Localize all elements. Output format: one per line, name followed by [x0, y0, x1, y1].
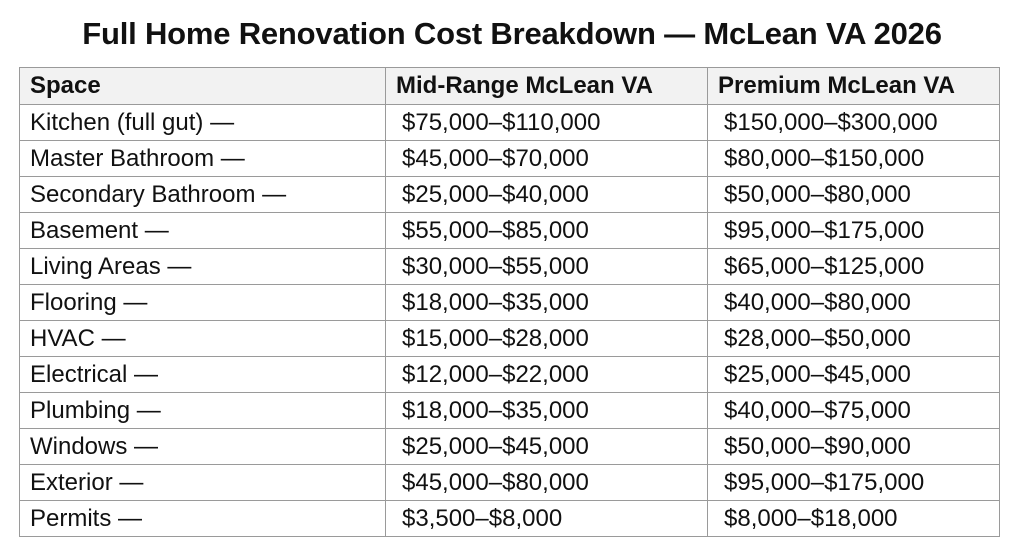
cell-premium: $50,000–$80,000	[707, 176, 1000, 213]
table-row: Exterior — $45,000–$80,000 $95,000–$175,…	[19, 464, 1000, 501]
cell-space: Basement —	[19, 212, 386, 249]
cell-premium: $40,000–$80,000	[707, 284, 1000, 321]
cell-space: HVAC —	[19, 320, 386, 357]
cell-mid-range: $18,000–$35,000	[385, 284, 708, 321]
table-header-row: Space Mid-Range McLean VA Premium McLean…	[19, 67, 1000, 105]
cell-space: Exterior —	[19, 464, 386, 501]
cell-premium: $65,000–$125,000	[707, 248, 1000, 285]
cell-mid-range: $3,500–$8,000	[385, 500, 708, 537]
cell-mid-range: $45,000–$80,000	[385, 464, 708, 501]
cell-premium: $50,000–$90,000	[707, 428, 1000, 465]
cell-space: Master Bathroom —	[19, 140, 386, 177]
table-row: Living Areas — $30,000–$55,000 $65,000–$…	[19, 248, 1000, 285]
cell-mid-range: $55,000–$85,000	[385, 212, 708, 249]
table-row: Permits — $3,500–$8,000 $8,000–$18,000	[19, 500, 1000, 537]
header-premium: Premium McLean VA	[707, 67, 1000, 105]
cell-premium: $40,000–$75,000	[707, 392, 1000, 429]
cell-premium: $8,000–$18,000	[707, 500, 1000, 537]
cell-mid-range: $12,000–$22,000	[385, 356, 708, 393]
table-row: Master Bathroom — $45,000–$70,000 $80,00…	[19, 140, 1000, 177]
cell-premium: $80,000–$150,000	[707, 140, 1000, 177]
cell-space: Electrical —	[19, 356, 386, 393]
cell-premium: $95,000–$175,000	[707, 212, 1000, 249]
cost-table: Space Mid-Range McLean VA Premium McLean…	[19, 67, 1000, 537]
cell-space: Permits —	[19, 500, 386, 537]
cell-premium: $25,000–$45,000	[707, 356, 1000, 393]
cell-mid-range: $18,000–$35,000	[385, 392, 708, 429]
cell-premium: $28,000–$50,000	[707, 320, 1000, 357]
table-row: HVAC — $15,000–$28,000 $28,000–$50,000	[19, 320, 1000, 357]
cell-space: Secondary Bathroom —	[19, 176, 386, 213]
table-row: Flooring — $18,000–$35,000 $40,000–$80,0…	[19, 284, 1000, 321]
table-row: Plumbing — $18,000–$35,000 $40,000–$75,0…	[19, 392, 1000, 429]
cell-space: Kitchen (full gut) —	[19, 104, 386, 141]
cell-space: Windows —	[19, 428, 386, 465]
cell-space: Flooring —	[19, 284, 386, 321]
cell-mid-range: $75,000–$110,000	[385, 104, 708, 141]
cell-mid-range: $15,000–$28,000	[385, 320, 708, 357]
cell-space: Plumbing —	[19, 392, 386, 429]
table-row: Windows — $25,000–$45,000 $50,000–$90,00…	[19, 428, 1000, 465]
header-mid-range: Mid-Range McLean VA	[385, 67, 708, 105]
cell-premium: $95,000–$175,000	[707, 464, 1000, 501]
header-space: Space	[19, 67, 386, 105]
cell-mid-range: $25,000–$40,000	[385, 176, 708, 213]
cell-mid-range: $25,000–$45,000	[385, 428, 708, 465]
cell-mid-range: $45,000–$70,000	[385, 140, 708, 177]
page-title: Full Home Renovation Cost Breakdown — Mc…	[82, 16, 942, 51]
cell-mid-range: $30,000–$55,000	[385, 248, 708, 285]
table-row: Secondary Bathroom — $25,000–$40,000 $50…	[19, 176, 1000, 213]
cell-space: Living Areas —	[19, 248, 386, 285]
table-row: Basement — $55,000–$85,000 $95,000–$175,…	[19, 212, 1000, 249]
table-row: Kitchen (full gut) — $75,000–$110,000 $1…	[19, 104, 1000, 141]
cell-premium: $150,000–$300,000	[707, 104, 1000, 141]
table-row: Electrical — $12,000–$22,000 $25,000–$45…	[19, 356, 1000, 393]
